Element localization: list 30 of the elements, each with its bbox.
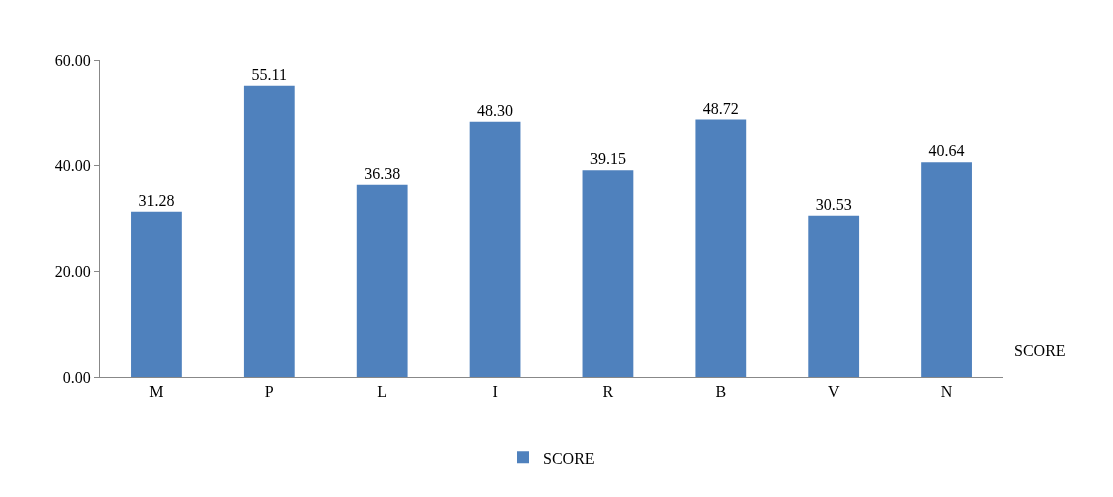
x-tick-label: V [827, 383, 840, 401]
text: 48.30 [477, 101, 514, 119]
x-tick-label: I [492, 383, 498, 401]
bar [921, 162, 972, 377]
x-tick-label: B [715, 383, 727, 401]
y-tick-label: 60.00 [54, 51, 91, 69]
bar [695, 119, 747, 377]
x-tick-label: M [149, 383, 164, 401]
bar [582, 170, 634, 377]
x-tick-label: P [264, 383, 274, 401]
text: SCORE [1014, 342, 1066, 359]
bar [243, 85, 295, 377]
bar [356, 184, 408, 377]
bar [131, 211, 182, 377]
bar [469, 121, 521, 377]
text: 36.38 [364, 164, 401, 182]
bar [808, 215, 860, 377]
text: 31.28 [138, 191, 175, 209]
text: 39.15 [589, 150, 626, 168]
x-tick-label: R [602, 383, 614, 401]
legend-label: SCORE [543, 449, 595, 467]
y-tick-label: 40.00 [54, 157, 91, 175]
x-tick-label: N [940, 383, 953, 401]
text: 30.53 [815, 195, 852, 213]
text: 48.72 [702, 99, 739, 117]
y-tick-label: 0.00 [62, 368, 91, 386]
y-tick-label: 20.00 [54, 262, 91, 280]
text: 40.64 [928, 142, 965, 160]
x-tick-label: L [377, 383, 388, 401]
text: 55.11 [251, 65, 288, 83]
